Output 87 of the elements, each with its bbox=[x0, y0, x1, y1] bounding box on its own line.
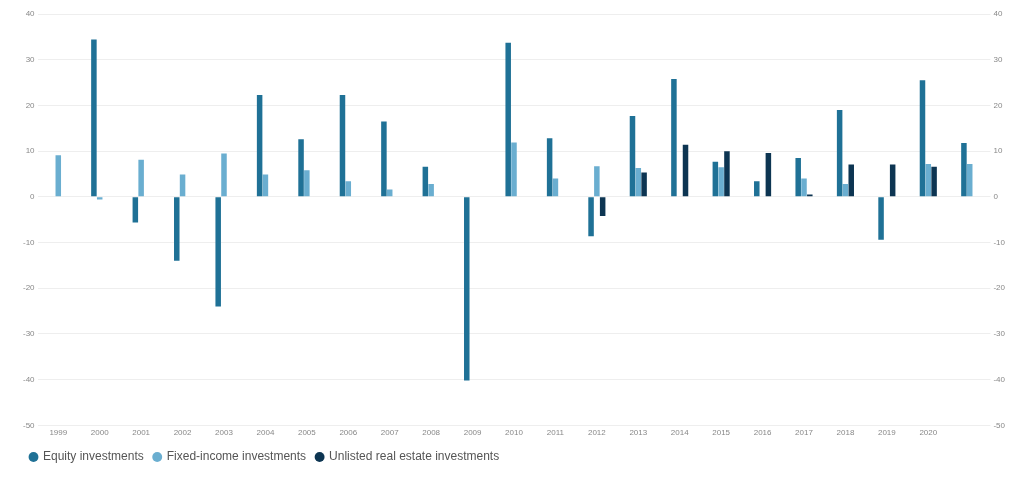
bar bbox=[878, 197, 884, 240]
bar bbox=[629, 115, 636, 197]
x-tick-label: 1999 bbox=[49, 428, 68, 438]
y2-tick-label: 20 bbox=[993, 100, 1003, 110]
bar bbox=[848, 164, 854, 197]
x-tick-label: 2018 bbox=[836, 428, 855, 438]
x-tick-label: 2010 bbox=[505, 428, 524, 438]
y2-tick-label: -20 bbox=[993, 283, 1006, 293]
y-tick-label: -20 bbox=[23, 283, 36, 293]
bar bbox=[836, 109, 843, 197]
x-tick-label: 2002 bbox=[173, 428, 193, 438]
y-tick-label: 0 bbox=[30, 192, 36, 202]
bar bbox=[179, 174, 186, 197]
bar bbox=[546, 138, 553, 197]
bar bbox=[96, 197, 103, 200]
x-tick-label: 2005 bbox=[297, 428, 317, 438]
bar bbox=[55, 155, 62, 197]
x-tick-label: 2016 bbox=[753, 428, 773, 438]
bar bbox=[215, 197, 221, 307]
x-tick-label: 2001 bbox=[132, 428, 151, 438]
x-tick-label: 2006 bbox=[339, 428, 358, 438]
bar bbox=[594, 166, 600, 197]
x-tick-label: 2000 bbox=[90, 428, 110, 438]
x-tick-label: 2004 bbox=[256, 428, 275, 438]
bar bbox=[724, 151, 730, 197]
y2-tick-label: 40 bbox=[993, 9, 1003, 19]
bar bbox=[511, 142, 517, 197]
bar bbox=[801, 178, 807, 197]
bar bbox=[754, 181, 760, 197]
y-tick-label: 40 bbox=[25, 9, 36, 19]
bar bbox=[641, 172, 647, 197]
x-tick-label: 2007 bbox=[380, 428, 400, 438]
bar bbox=[91, 39, 97, 197]
bar bbox=[304, 170, 310, 197]
y-tick-label: -40 bbox=[23, 374, 36, 384]
y-tick-label: -10 bbox=[23, 237, 36, 247]
bar bbox=[931, 166, 937, 197]
x-tick-label: 2013 bbox=[629, 428, 648, 438]
x-tick-label: 2003 bbox=[215, 428, 234, 438]
bar bbox=[635, 168, 642, 197]
bar bbox=[381, 121, 387, 197]
bar bbox=[132, 197, 139, 223]
bar bbox=[262, 174, 269, 197]
legend-label: Equity investments bbox=[43, 449, 144, 464]
bar bbox=[599, 197, 606, 217]
legend-label: Unlisted real estate investments bbox=[329, 449, 500, 464]
y2-tick-label: -30 bbox=[993, 329, 1006, 339]
x-tick-label: 2020 bbox=[919, 428, 938, 438]
y-tick-label: 30 bbox=[25, 54, 36, 64]
x-tick-label: 2012 bbox=[587, 428, 607, 438]
x-tick-label: 2017 bbox=[795, 428, 814, 438]
bar bbox=[718, 167, 724, 197]
bar bbox=[339, 94, 346, 197]
x-tick-label: 2008 bbox=[422, 428, 441, 438]
y-tick-label: -30 bbox=[23, 329, 36, 339]
y2-tick-label: -50 bbox=[993, 420, 1006, 430]
x-tick-label: 2011 bbox=[546, 428, 565, 438]
bar bbox=[505, 42, 511, 197]
x-tick-label: 2019 bbox=[877, 428, 897, 438]
y-tick-label: -50 bbox=[23, 420, 36, 430]
bar bbox=[765, 152, 772, 197]
bar bbox=[256, 94, 263, 197]
bar bbox=[961, 142, 967, 197]
x-tick-label: 2009 bbox=[463, 428, 483, 438]
y2-tick-label: 10 bbox=[993, 146, 1003, 156]
y2-tick-label: 30 bbox=[993, 54, 1003, 64]
bar bbox=[345, 181, 352, 197]
y-tick-label: 20 bbox=[25, 100, 36, 110]
y2-tick-label: -40 bbox=[993, 374, 1006, 384]
y2-tick-label: 0 bbox=[993, 192, 999, 202]
bar bbox=[671, 78, 677, 197]
bar bbox=[889, 164, 896, 197]
bar bbox=[428, 184, 434, 197]
bar bbox=[221, 153, 227, 197]
bar bbox=[588, 197, 594, 237]
bar bbox=[795, 157, 801, 197]
legend-label: Fixed-income investments bbox=[166, 449, 307, 464]
bar bbox=[138, 159, 144, 197]
bar bbox=[682, 144, 689, 197]
y2-tick-label: -10 bbox=[993, 237, 1006, 247]
y-tick-label: 10 bbox=[25, 146, 36, 156]
bar bbox=[174, 197, 180, 261]
x-tick-label: 2015 bbox=[712, 428, 731, 438]
bar bbox=[298, 139, 304, 197]
bar bbox=[464, 197, 470, 381]
bar bbox=[919, 80, 926, 197]
x-tick-label: 2014 bbox=[670, 428, 690, 438]
